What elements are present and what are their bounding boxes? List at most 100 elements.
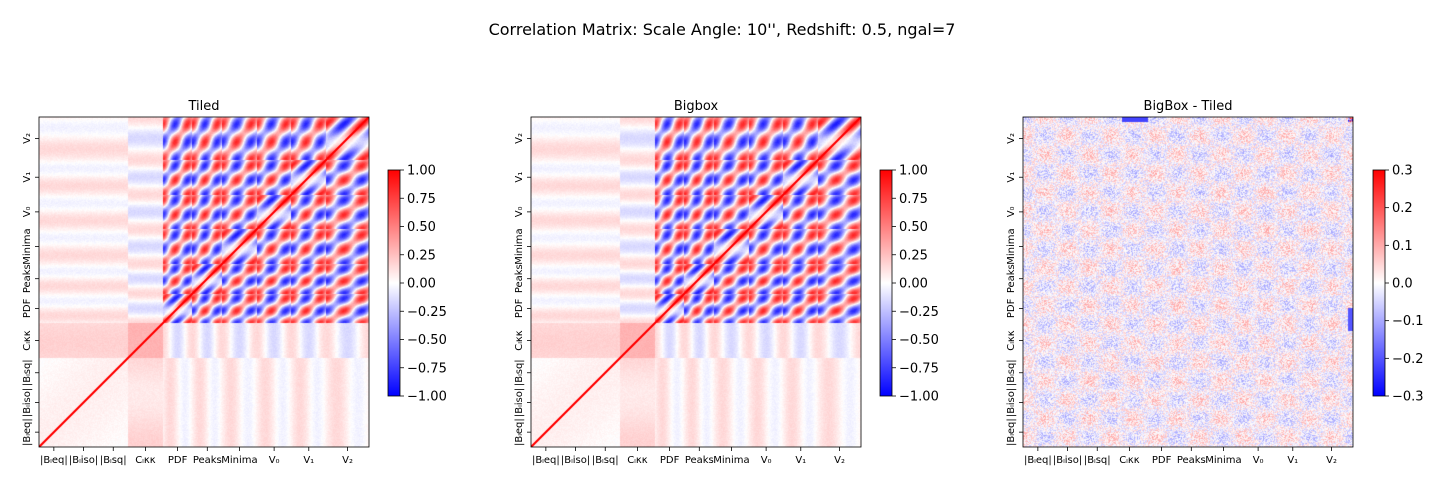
y-tick-label: Minima (514, 228, 525, 264)
colorbar-tick-label: −0.2 (1392, 352, 1424, 367)
heatmap-image (531, 117, 861, 447)
y-tick-label: V₁ (22, 172, 33, 183)
colorbar-tick-label: 0.1 (1392, 239, 1413, 254)
colorbar-tick-label: 0.2 (1392, 201, 1413, 216)
x-tick-label: Peaks (193, 455, 222, 466)
colorbar (1372, 169, 1386, 397)
colorbar-tick-label: −0.75 (899, 361, 939, 376)
y-tick-label: Cₗκκ (514, 330, 525, 351)
x-tick-label: |Bₗiso| (1053, 455, 1082, 466)
y-tick-label: V₀ (22, 206, 33, 217)
x-tick-label: V₂ (834, 455, 845, 466)
y-tick-label: |Bₗiso| (22, 388, 33, 417)
x-tick-label: |Bₗiso| (69, 455, 98, 466)
colorbar-tick-label: 0.75 (407, 192, 436, 207)
x-tick-label: |Bₗsq| (1084, 455, 1111, 466)
x-tick-label: PDF (1152, 455, 1172, 466)
panel-title: Tiled (187, 99, 219, 114)
panel-title: BigBox - Tiled (1144, 99, 1233, 114)
y-tick-label: V₁ (1006, 172, 1017, 183)
x-tick-label: PDF (660, 455, 680, 466)
panel-title: Bigbox (674, 99, 719, 114)
heatmap-panel: Bigbox|Bₗeq||Bₗeq||Bₗiso||Bₗiso||Bₗsq||B… (514, 99, 939, 466)
colorbar-tick-label: −1.00 (899, 390, 939, 405)
x-tick-label: Peaks (685, 455, 714, 466)
y-tick-label: Peaks (1006, 264, 1017, 293)
y-tick-label: PDF (1006, 298, 1017, 318)
y-tick-label: V₂ (514, 133, 525, 144)
y-tick-label: Cₗκκ (22, 330, 33, 351)
x-tick-label: V₁ (1287, 455, 1298, 466)
x-tick-label: V₂ (1326, 455, 1337, 466)
colorbar-tick-label: −1.00 (407, 390, 447, 405)
colorbar-tick-label: 0.50 (407, 220, 436, 235)
colorbar-tick-label: −0.50 (899, 333, 939, 348)
colorbar-tick-label: 0.50 (899, 220, 928, 235)
y-tick-label: |Bₗsq| (514, 359, 525, 386)
x-tick-label: Minima (713, 455, 749, 466)
y-tick-label: V₀ (514, 206, 525, 217)
y-tick-label: V₂ (22, 133, 33, 144)
colorbar-tick-label: −0.75 (407, 361, 447, 376)
y-tick-label: PDF (22, 298, 33, 318)
heatmap-image (39, 117, 369, 447)
y-tick-label: V₀ (1006, 206, 1017, 217)
y-tick-label: |Bₗiso| (1006, 388, 1017, 417)
y-tick-label: Minima (22, 228, 33, 264)
y-tick-label: |Bₗsq| (22, 359, 33, 386)
colorbar-tick-label: 1.00 (407, 164, 436, 179)
colorbar-tick-label: 0.25 (899, 248, 928, 263)
x-tick-label: |Bₗeq| (532, 455, 560, 466)
axes-frame (1022, 116, 1354, 448)
colorbar-tick-label: 0.00 (407, 277, 436, 292)
heatmap-image (1023, 117, 1353, 447)
colorbar-tick-label: −0.1 (1392, 314, 1424, 329)
y-tick-label: Minima (1006, 228, 1017, 264)
x-tick-label: |Bₗeq| (40, 455, 68, 466)
x-tick-label: |Bₗeq| (1024, 455, 1052, 466)
heatmap-panel: BigBox - Tiled|Bₗeq||Bₗeq||Bₗiso||Bₗiso|… (1006, 99, 1424, 466)
colorbar-tick-label: 1.00 (899, 164, 928, 179)
x-tick-label: Cₗκκ (1119, 455, 1140, 466)
colorbar-tick-label: 0.25 (407, 248, 436, 263)
y-tick-label: Peaks (514, 264, 525, 293)
y-tick-label: Cₗκκ (1006, 330, 1017, 351)
x-tick-label: Minima (221, 455, 257, 466)
colorbar (879, 169, 893, 397)
y-tick-label: Peaks (22, 264, 33, 293)
x-tick-label: |Bₗiso| (561, 455, 590, 466)
y-tick-label: V₂ (1006, 133, 1017, 144)
heatmap-panel: Tiled|Bₗeq||Bₗeq||Bₗiso||Bₗiso||Bₗsq||Bₗ… (22, 99, 447, 466)
colorbar-tick-label: −0.3 (1392, 390, 1424, 405)
y-tick-label: |Bₗeq| (514, 418, 525, 446)
colorbar-tick-label: 0.0 (1392, 277, 1413, 292)
x-tick-label: Minima (1205, 455, 1241, 466)
x-tick-label: Peaks (1177, 455, 1206, 466)
x-tick-label: V₁ (303, 455, 314, 466)
colorbar-tick-label: −0.25 (407, 305, 447, 320)
axes-frame (530, 116, 862, 448)
x-tick-label: |Bₗsq| (592, 455, 619, 466)
colorbar-tick-label: −0.25 (899, 305, 939, 320)
colorbar (387, 169, 401, 397)
colorbar-tick-label: −0.50 (407, 333, 447, 348)
colorbar-tick-label: 0.00 (899, 277, 928, 292)
colorbar-tick-label: 0.3 (1392, 164, 1413, 179)
y-tick-label: PDF (514, 298, 525, 318)
y-tick-label: V₁ (514, 172, 525, 183)
x-tick-label: V₂ (342, 455, 353, 466)
y-tick-label: |Bₗsq| (1006, 359, 1017, 386)
y-tick-label: |Bₗeq| (1006, 418, 1017, 446)
colorbar-tick-label: 0.75 (899, 192, 928, 207)
x-tick-label: V₀ (761, 455, 772, 466)
x-tick-label: V₀ (1253, 455, 1264, 466)
x-tick-label: Cₗκκ (627, 455, 648, 466)
x-tick-label: |Bₗsq| (100, 455, 127, 466)
figure-suptitle: Correlation Matrix: Scale Angle: 10'', R… (488, 20, 956, 39)
x-tick-label: PDF (168, 455, 188, 466)
y-tick-label: |Bₗeq| (22, 418, 33, 446)
x-tick-label: Cₗκκ (135, 455, 156, 466)
y-tick-label: |Bₗiso| (514, 388, 525, 417)
x-tick-label: V₀ (269, 455, 280, 466)
